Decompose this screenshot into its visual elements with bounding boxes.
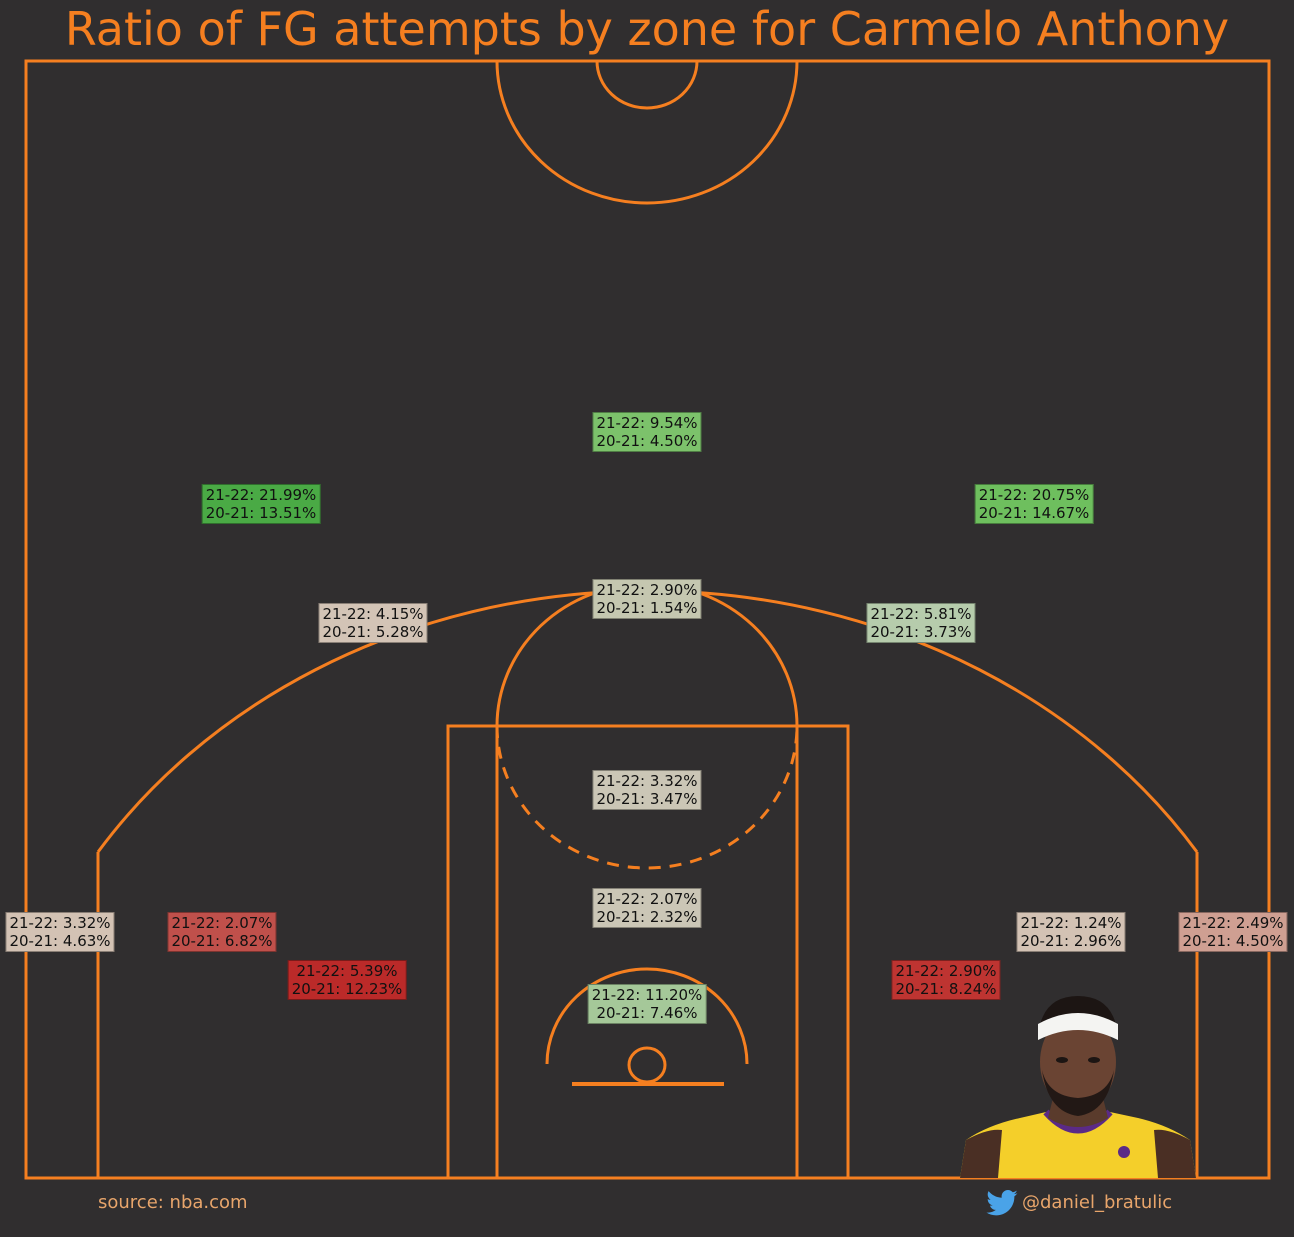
zone-value-20-21: 20-21: 12.23% [291, 980, 403, 998]
face [1040, 1014, 1116, 1110]
zone-label-above-break-3-right: 21-22: 20.75% 20-21: 14.67% [974, 484, 1094, 524]
zone-label-above-break-3-center: 21-22: 9.54% 20-21: 4.50% [592, 412, 702, 452]
hoop [627, 1046, 667, 1084]
player-headshot [960, 996, 1196, 1178]
zone-value-21-22: 21-22: 2.07% [171, 914, 273, 932]
zone-label-right-short-mid: 21-22: 2.90% 20-21: 8.24% [891, 960, 1001, 1000]
zone-label-above-break-3-left: 21-22: 21.99% 20-21: 13.51% [201, 484, 321, 524]
source-note: source: nba.com [98, 1192, 248, 1213]
zone-label-left-corner-3: 21-22: 3.32% 20-21: 4.63% [5, 912, 115, 952]
zone-value-20-21: 20-21: 4.63% [9, 932, 111, 950]
chart-title: Ratio of FG attempts by zone for Carmelo… [64, 2, 1230, 56]
zone-value-20-21: 20-21: 3.73% [870, 623, 972, 641]
zone-value-21-22: 21-22: 1.24% [1020, 914, 1122, 932]
zone-value-20-21: 20-21: 2.32% [596, 908, 698, 926]
zone-label-left-baseline-mid: 21-22: 2.07% 20-21: 6.82% [167, 912, 277, 952]
zone-value-21-22: 21-22: 5.39% [296, 962, 398, 980]
zone-value-21-22: 21-22: 11.20% [591, 986, 703, 1004]
restricted-area-arc [545, 967, 749, 1065]
zone-value-21-22: 21-22: 3.32% [9, 914, 111, 932]
zone-label-paint-upper: 21-22: 3.32% 20-21: 3.47% [592, 770, 702, 810]
zone-value-21-22: 21-22: 20.75% [978, 486, 1090, 504]
arm-right [1154, 1129, 1196, 1178]
zone-label-left-short-mid: 21-22: 5.39% 20-21: 12.23% [287, 960, 407, 1000]
zone-value-21-22: 21-22: 4.15% [322, 605, 424, 623]
zone-value-21-22: 21-22: 9.54% [596, 414, 698, 432]
zone-value-20-21: 20-21: 4.50% [596, 432, 698, 450]
zone-label-paint-lower: 21-22: 2.07% 20-21: 2.32% [592, 888, 702, 928]
eye-left [1056, 1057, 1068, 1063]
zone-value-20-21: 20-21: 8.24% [895, 980, 997, 998]
zone-value-20-21: 20-21: 5.28% [322, 623, 424, 641]
free-throw-circle-bottom [495, 725, 799, 870]
zone-value-21-22: 21-22: 2.07% [596, 890, 698, 908]
zone-value-21-22: 21-22: 2.49% [1182, 914, 1284, 932]
twitter-bird-icon[interactable] [986, 1190, 1018, 1216]
lane-outer [446, 724, 850, 1180]
author-handle[interactable]: @daniel_bratulic [1022, 1192, 1173, 1213]
zone-value-20-21: 20-21: 2.96% [1020, 932, 1122, 950]
zone-label-right-corner-3: 21-22: 2.49% 20-21: 4.50% [1178, 912, 1288, 952]
zone-value-21-22: 21-22: 2.90% [895, 962, 997, 980]
eye-right [1088, 1057, 1100, 1063]
zone-value-20-21: 20-21: 13.51% [205, 504, 317, 522]
zone-label-restricted-area: 21-22: 11.20% 20-21: 7.46% [587, 984, 707, 1024]
zone-value-20-21: 20-21: 1.54% [596, 599, 698, 617]
zone-label-right-baseline-mid: 21-22: 1.24% 20-21: 2.96% [1016, 912, 1126, 952]
zone-label-mid-range-top: 21-22: 2.90% 20-21: 1.54% [592, 579, 702, 619]
zone-value-21-22: 21-22: 21.99% [205, 486, 317, 504]
zone-value-21-22: 21-22: 3.32% [596, 772, 698, 790]
headband [1038, 1013, 1118, 1040]
zone-label-mid-range-left-wing: 21-22: 4.15% 20-21: 5.28% [318, 603, 428, 643]
zone-value-20-21: 20-21: 14.67% [978, 504, 1090, 522]
zone-value-20-21: 20-21: 6.82% [171, 932, 273, 950]
three-point-arc [96, 589, 1199, 853]
half-court-circle-inner [595, 60, 699, 110]
zone-value-21-22: 21-22: 2.90% [596, 581, 698, 599]
zone-value-20-21: 20-21: 7.46% [596, 1004, 698, 1022]
beard [1042, 1070, 1114, 1116]
zone-value-20-21: 20-21: 4.50% [1182, 932, 1284, 950]
zone-label-mid-range-right-wing: 21-22: 5.81% 20-21: 3.73% [866, 603, 976, 643]
half-court-circle-outer [495, 60, 799, 205]
jersey-logo [1118, 1146, 1130, 1158]
zone-value-21-22: 21-22: 5.81% [870, 605, 972, 623]
jersey [960, 1112, 1196, 1178]
arm-left [960, 1129, 1002, 1178]
zone-value-20-21: 20-21: 3.47% [596, 790, 698, 808]
